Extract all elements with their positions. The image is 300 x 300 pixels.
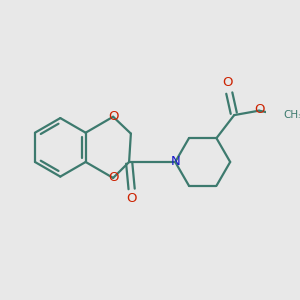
Text: N: N: [170, 155, 180, 169]
Text: O: O: [254, 103, 264, 116]
Text: O: O: [127, 192, 137, 205]
Text: O: O: [108, 171, 119, 184]
Text: CH₃: CH₃: [284, 110, 300, 120]
Text: O: O: [222, 76, 232, 88]
Text: O: O: [108, 110, 119, 123]
